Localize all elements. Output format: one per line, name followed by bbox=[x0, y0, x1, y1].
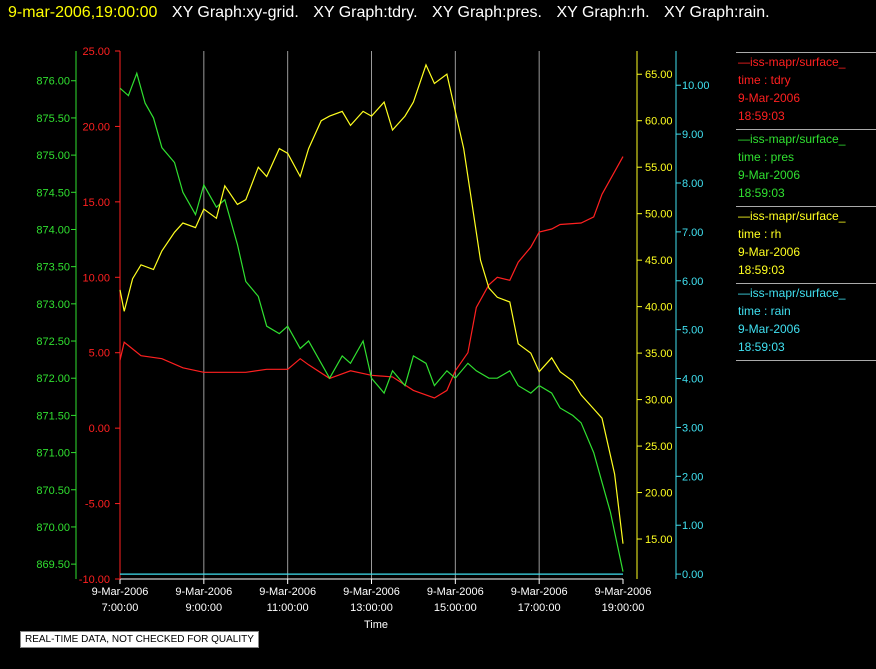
x-tick-label-time: 9:00:00 bbox=[185, 602, 222, 614]
x-tick-label-date: 9-Mar-2006 bbox=[427, 586, 484, 598]
tdry-tick-label: 25.00 bbox=[82, 46, 110, 58]
rh-tick-label: 60.00 bbox=[645, 116, 673, 128]
x-tick-label-time: 17:00:00 bbox=[518, 602, 561, 614]
pres-tick-label: 874.00 bbox=[36, 224, 70, 236]
rain-tick-label: 5.00 bbox=[682, 325, 703, 337]
rh-tick-label: 30.00 bbox=[645, 395, 673, 407]
x-tick-label-date: 9-Mar-2006 bbox=[259, 586, 316, 598]
rain-tick-label: 2.00 bbox=[682, 471, 703, 483]
legend-date: 9-Mar-2006 bbox=[738, 322, 801, 336]
legend-field: time : pres bbox=[738, 150, 795, 164]
legend-source: —iss-mapr/surface_ bbox=[738, 209, 846, 223]
x-tick-label-time: 19:00:00 bbox=[602, 602, 645, 614]
legend-time: 18:59:03 bbox=[738, 340, 785, 354]
legend-entry-rain: —iss-mapr/surface_ time : rain 9-Mar-200… bbox=[736, 283, 876, 358]
pres-tick-label: 876.00 bbox=[36, 76, 70, 88]
rain-tick-label: 9.00 bbox=[682, 129, 703, 141]
pres-tick-label: 871.00 bbox=[36, 448, 70, 460]
pres-tick-label: 871.50 bbox=[36, 410, 70, 422]
pres-tick-label: 872.50 bbox=[36, 336, 70, 348]
pres-tick-label: 872.00 bbox=[36, 373, 70, 385]
rain-tick-label: 7.00 bbox=[682, 227, 703, 239]
legend: —iss-mapr/surface_ time : tdry 9-Mar-200… bbox=[736, 52, 876, 365]
legend-entry-pres: —iss-mapr/surface_ time : pres 9-Mar-200… bbox=[736, 129, 876, 204]
legend-date: 9-Mar-2006 bbox=[738, 91, 801, 105]
x-tick-label-time: 7:00:00 bbox=[102, 602, 139, 614]
rh-tick-label: 45.00 bbox=[645, 255, 673, 267]
tdry-tick-label: 5.00 bbox=[89, 348, 110, 360]
legend-bottom-rule bbox=[736, 360, 876, 363]
x-tick-label-time: 15:00:00 bbox=[434, 602, 477, 614]
graph-title-pres: XY Graph:pres. bbox=[432, 4, 542, 21]
legend-time: 18:59:03 bbox=[738, 186, 785, 200]
x-tick-label-date: 9-Mar-2006 bbox=[175, 586, 232, 598]
timestamp: 9-mar-2006,19:00:00 bbox=[8, 4, 158, 21]
rain-tick-label: 0.00 bbox=[682, 569, 703, 581]
x-tick-label-date: 9-Mar-2006 bbox=[343, 586, 400, 598]
pres-tick-label: 870.00 bbox=[36, 522, 70, 534]
x-axis-label: Time bbox=[364, 619, 389, 631]
chart-header: 9-mar-2006,19:00:00 XY Graph:xy-grid. XY… bbox=[8, 4, 770, 22]
series-line-pres bbox=[119, 71, 624, 572]
legend-entry-rh: —iss-mapr/surface_ time : rh 9-Mar-2006 … bbox=[736, 206, 876, 281]
pres-tick-label: 870.50 bbox=[36, 485, 70, 497]
legend-field: time : rh bbox=[738, 227, 782, 241]
graph-title-rh: XY Graph:rh. bbox=[556, 4, 650, 21]
x-tick-label-date: 9-Mar-2006 bbox=[92, 586, 149, 598]
legend-source: —iss-mapr/surface_ bbox=[738, 286, 846, 300]
tdry-tick-label: 15.00 bbox=[82, 197, 110, 209]
tdry-tick-label: 10.00 bbox=[82, 272, 110, 284]
series-line-rh bbox=[119, 63, 624, 544]
legend-date: 9-Mar-2006 bbox=[738, 245, 801, 259]
rain-tick-label: 4.00 bbox=[682, 374, 703, 386]
rain-tick-label: 10.00 bbox=[682, 80, 710, 92]
graph-title-xy-grid: XY Graph:xy-grid. bbox=[171, 4, 299, 21]
x-tick-label-date: 9-Mar-2006 bbox=[595, 586, 652, 598]
pres-tick-label: 875.00 bbox=[36, 150, 70, 162]
rh-tick-label: 40.00 bbox=[645, 302, 673, 314]
x-tick-label-date: 9-Mar-2006 bbox=[511, 586, 568, 598]
legend-field: time : rain bbox=[738, 304, 791, 318]
legend-time: 18:59:03 bbox=[738, 109, 785, 123]
quality-notice: REAL-TIME DATA, NOT CHECKED FOR QUALITY bbox=[20, 631, 259, 648]
pres-tick-label: 873.00 bbox=[36, 299, 70, 311]
pres-tick-label: 869.50 bbox=[36, 559, 70, 571]
tdry-tick-label: -5.00 bbox=[85, 499, 110, 511]
legend-source: —iss-mapr/surface_ bbox=[738, 55, 846, 69]
x-tick-label-time: 13:00:00 bbox=[350, 602, 393, 614]
rain-tick-label: 3.00 bbox=[682, 422, 703, 434]
rh-tick-label: 50.00 bbox=[645, 209, 673, 221]
rh-tick-label: 35.00 bbox=[645, 348, 673, 360]
pres-tick-label: 874.50 bbox=[36, 187, 70, 199]
graph-title-rain: XY Graph:rain. bbox=[664, 4, 770, 21]
tdry-tick-label: 0.00 bbox=[89, 423, 110, 435]
legend-date: 9-Mar-2006 bbox=[738, 168, 801, 182]
rain-tick-label: 6.00 bbox=[682, 276, 703, 288]
series-line-tdry bbox=[119, 156, 624, 399]
legend-field: time : tdry bbox=[738, 73, 791, 87]
legend-time: 18:59:03 bbox=[738, 263, 785, 277]
pres-tick-label: 873.50 bbox=[36, 262, 70, 274]
pres-tick-label: 875.50 bbox=[36, 113, 70, 125]
legend-entry-tdry: —iss-mapr/surface_ time : tdry 9-Mar-200… bbox=[736, 52, 876, 127]
x-tick-label-time: 11:00:00 bbox=[267, 602, 309, 614]
rh-tick-label: 20.00 bbox=[645, 488, 673, 500]
rh-tick-label: 65.00 bbox=[645, 69, 673, 81]
graph-title-tdry: XY Graph:tdry. bbox=[313, 4, 418, 21]
tdry-tick-label: -10.00 bbox=[79, 574, 110, 586]
rain-tick-label: 1.00 bbox=[682, 520, 703, 532]
rh-tick-label: 25.00 bbox=[645, 441, 673, 453]
rh-tick-label: 15.00 bbox=[645, 534, 673, 546]
rh-tick-label: 55.00 bbox=[645, 162, 673, 174]
tdry-tick-label: 20.00 bbox=[82, 121, 110, 133]
rain-tick-label: 8.00 bbox=[682, 178, 703, 190]
legend-source: —iss-mapr/surface_ bbox=[738, 132, 846, 146]
